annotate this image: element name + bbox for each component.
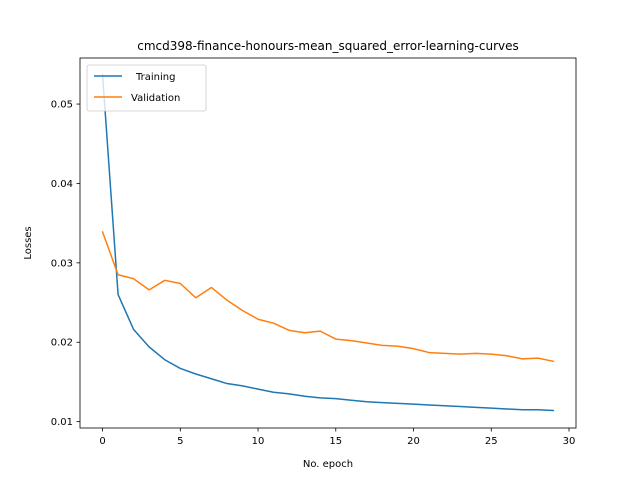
x-axis-label: No. epoch <box>303 459 353 470</box>
y-tick-label: 0.05 <box>51 100 73 111</box>
legend-label-training: Training <box>135 72 175 83</box>
series-line-training <box>101 73 555 412</box>
x-axis: 0 5 10 15 20 25 30 <box>99 428 575 447</box>
series-line-validation <box>101 231 555 363</box>
x-tick-label: 25 <box>485 436 498 447</box>
x-tick-label: 30 <box>563 436 576 447</box>
series-layer <box>101 73 555 412</box>
y-tick-label: 0.02 <box>51 338 73 349</box>
chart-title: cmcd398-finance-honours-mean_squared_err… <box>137 39 519 53</box>
y-tick-label: 0.04 <box>51 179 73 190</box>
y-tick-label: 0.01 <box>51 417 73 428</box>
x-tick-label: 20 <box>407 436 420 447</box>
x-tick-label: 15 <box>329 436 342 447</box>
legend: Training Validation <box>86 64 207 112</box>
y-tick-label: 0.03 <box>51 258 73 269</box>
x-tick-label: 5 <box>177 436 183 447</box>
legend-label-validation: Validation <box>131 93 180 104</box>
x-tick-label: 0 <box>99 436 105 447</box>
y-axis-label: Losses <box>23 226 34 259</box>
x-tick-label: 10 <box>252 436 265 447</box>
plot-frame <box>79 57 577 429</box>
y-axis: 0.01 0.02 0.03 0.04 0.05 <box>51 100 80 428</box>
